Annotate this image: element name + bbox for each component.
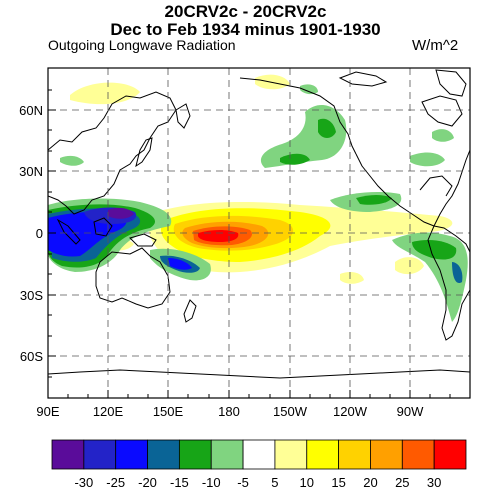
colorbar-swatch [433, 439, 467, 470]
negative-anomaly-indian-ocean-min [108, 207, 134, 219]
colorbar-swatch [178, 439, 212, 470]
positive-anomaly-south-america [395, 257, 424, 275]
colorbar-label: 10 [300, 475, 314, 490]
colorbar-label: -30 [74, 475, 93, 490]
positive-anomaly-bering [255, 74, 290, 90]
positive-anomaly-se-pacific [340, 272, 364, 284]
lon-label-180: 180 [218, 404, 240, 419]
colorbar-swatch [370, 439, 403, 470]
positive-anomaly-central-pacific-max [198, 230, 239, 242]
colorbar-swatch [210, 439, 244, 470]
north-america-east-coastline [433, 149, 470, 227]
new-guinea-coastline [129, 233, 157, 247]
hudson-bay-coastline [421, 95, 463, 127]
antarctica-coastline [48, 369, 470, 379]
australia-coastline [95, 247, 171, 309]
colorbar-label: 30 [427, 475, 441, 490]
negative-anomaly-hudson [432, 129, 454, 142]
title-line-2: Dec to Feb 1934 minus 1901-1930 [110, 20, 381, 39]
units-label: W/m^2 [412, 37, 459, 54]
lat-label-60n: 60N [19, 103, 43, 118]
negative-anomaly-siberia [300, 84, 318, 95]
lon-label-120e: 120E [93, 404, 124, 419]
colorbar [51, 439, 467, 470]
positive-anomaly-north-pacific [70, 82, 140, 105]
colorbar-swatch [242, 439, 276, 470]
negative-anomaly-north-china [60, 155, 84, 166]
colorbar-swatch [51, 439, 85, 470]
colorbar-label: -25 [106, 475, 125, 490]
coastlines [48, 69, 470, 379]
asia-coastline [48, 91, 177, 215]
arctic-islands-coastline [338, 71, 388, 87]
variable-label: Outgoing Longwave Radiation [48, 37, 236, 53]
lat-label-30s: 30S [20, 288, 43, 303]
borneo-coastline [93, 217, 113, 237]
lon-ticks [67, 390, 451, 398]
colorbar-swatch [338, 439, 371, 470]
sumatra-coastline [56, 218, 81, 245]
colorbar-label: 25 [395, 475, 409, 490]
negative-anomaly-south-america-blue [452, 262, 463, 284]
colorbar-label: -10 [202, 475, 221, 490]
south-america-coastline [427, 225, 470, 341]
negative-anomaly-northeast-pacific-green [356, 195, 392, 205]
new-zealand-coastline [183, 299, 197, 323]
lat-label-equator: 0 [36, 226, 43, 241]
lat-label-30n: 30N [19, 164, 43, 179]
title-line-1: 20CRV2c - 20CRV2c [164, 2, 327, 21]
negative-anomaly-coral-sea-blue [168, 258, 192, 270]
colorbar-swatch [401, 439, 435, 470]
lon-label-90w: 90W [397, 404, 424, 419]
colorbar-label: 15 [331, 475, 345, 490]
colorbar-swatch [83, 439, 117, 470]
graticule [48, 68, 470, 398]
lon-label-90e: 90E [36, 404, 59, 419]
colorbar-label: -5 [237, 475, 249, 490]
negative-anomaly-gulf-alaska-green [318, 118, 336, 138]
lat-ticks [48, 89, 56, 378]
colorbar-swatch [274, 439, 308, 470]
colorbar-swatch [147, 439, 180, 470]
lon-label-150w: 150W [273, 404, 308, 419]
lat-label-60s: 60S [20, 349, 43, 364]
negative-anomaly-gulf-mexico [410, 152, 445, 167]
colorbar-label: 5 [271, 475, 278, 490]
north-america-west-coastline [355, 153, 435, 227]
lon-label-150e: 150E [153, 404, 184, 419]
lon-label-120w: 120W [333, 404, 368, 419]
anomaly-field [48, 74, 468, 322]
colorbar-label: 20 [363, 475, 377, 490]
colorbar-swatch [306, 439, 340, 470]
colorbar-swatch [115, 439, 148, 470]
colorbar-labels: -30 -25 -20 -15 -10 -5 5 10 15 20 25 30 [74, 475, 441, 490]
kamchatka-coastline [175, 103, 191, 129]
colorbar-label: -20 [138, 475, 157, 490]
japan-coastline [135, 137, 153, 168]
greenland-coastline [435, 69, 467, 97]
negative-anomaly-south-america-green [412, 240, 457, 260]
negative-anomaly-gulf-alaska-green-2 [280, 153, 310, 165]
colorbar-label: -15 [170, 475, 189, 490]
gulf-mexico-coastline [419, 175, 453, 197]
